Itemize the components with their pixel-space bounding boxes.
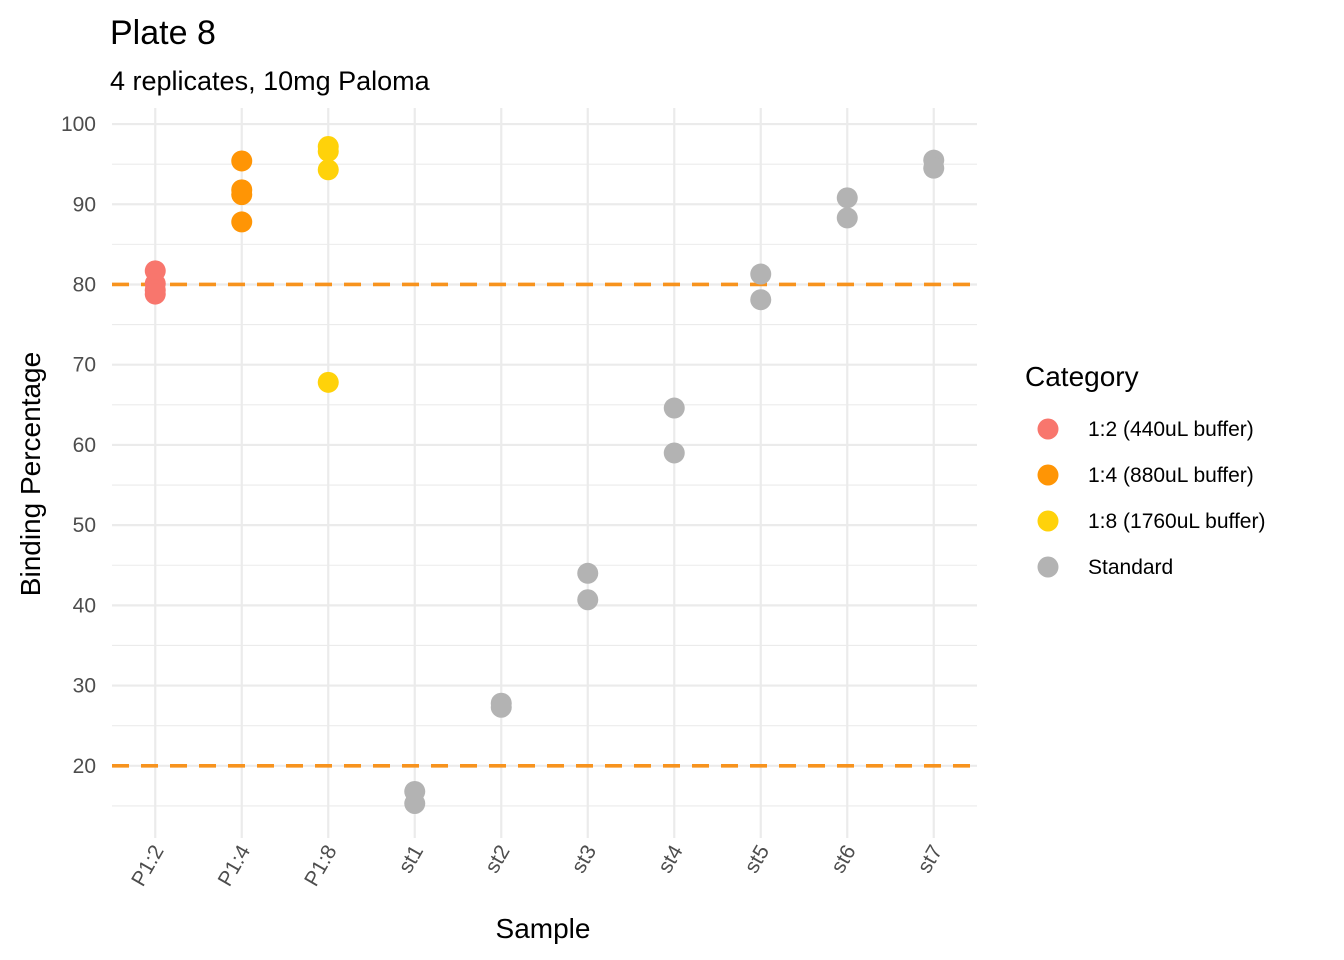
data-point xyxy=(663,397,685,419)
legend-label: 1:8 (1760uL buffer) xyxy=(1088,510,1265,533)
x-axis-ticks: P1:2 P1:4 P1:8 st1 st2 st3 st4 st5 st6 st7 xyxy=(127,841,947,890)
x-axis-title: Sample xyxy=(496,913,591,944)
legend-title: Category xyxy=(1025,361,1139,392)
data-point xyxy=(577,589,599,611)
legend-label: 1:2 (440uL buffer) xyxy=(1088,418,1254,441)
y-tick-label: 20 xyxy=(73,755,96,778)
x-tick-label: st6 xyxy=(827,841,861,877)
legend-swatch xyxy=(1037,464,1059,486)
data-point xyxy=(317,371,339,393)
data-point xyxy=(317,140,339,162)
x-tick-label: P1:2 xyxy=(127,841,169,890)
legend-swatch xyxy=(1037,510,1059,532)
y-tick-label: 100 xyxy=(61,113,96,136)
chart-title: Plate 8 xyxy=(110,14,216,52)
x-tick-label: st5 xyxy=(740,841,774,877)
data-point xyxy=(836,207,858,229)
x-tick-label: st4 xyxy=(654,841,688,877)
data-point xyxy=(836,187,858,209)
data-point xyxy=(144,283,166,305)
data-point xyxy=(231,150,253,172)
y-axis-title: Binding Percentage xyxy=(15,352,46,596)
data-point xyxy=(317,159,339,181)
data-point xyxy=(490,696,512,718)
y-tick-label: 60 xyxy=(73,434,96,457)
chart-subtitle: 4 replicates, 10mg Paloma xyxy=(110,66,431,96)
y-tick-label: 70 xyxy=(73,354,96,377)
y-tick-label: 30 xyxy=(73,675,96,698)
legend: Category 1:2 (440uL buffer) 1:4 (880uL bu… xyxy=(1025,361,1265,579)
data-point xyxy=(231,184,253,206)
data-points xyxy=(144,136,945,815)
y-tick-label: 80 xyxy=(73,273,96,296)
y-axis-ticks: 20 30 40 50 60 70 80 90 100 xyxy=(61,113,96,778)
legend-swatch xyxy=(1037,418,1059,440)
legend-label: Standard xyxy=(1088,556,1173,579)
data-point xyxy=(750,263,772,285)
x-tick-label: st3 xyxy=(567,841,601,877)
x-tick-label: P1:4 xyxy=(214,841,256,890)
data-point xyxy=(750,289,772,311)
data-point xyxy=(577,562,599,584)
legend-swatch xyxy=(1037,556,1059,578)
data-point xyxy=(923,157,945,179)
y-tick-label: 90 xyxy=(73,193,96,216)
legend-label: 1:4 (880uL buffer) xyxy=(1088,464,1254,487)
data-point xyxy=(231,211,253,233)
y-tick-label: 40 xyxy=(73,594,96,617)
x-tick-label: st7 xyxy=(913,841,947,877)
y-tick-label: 50 xyxy=(73,514,96,537)
data-point xyxy=(404,793,426,815)
data-point xyxy=(663,442,685,464)
x-tick-label: P1:8 xyxy=(300,841,342,890)
x-tick-label: st2 xyxy=(481,841,515,877)
x-tick-label: st1 xyxy=(394,841,428,877)
